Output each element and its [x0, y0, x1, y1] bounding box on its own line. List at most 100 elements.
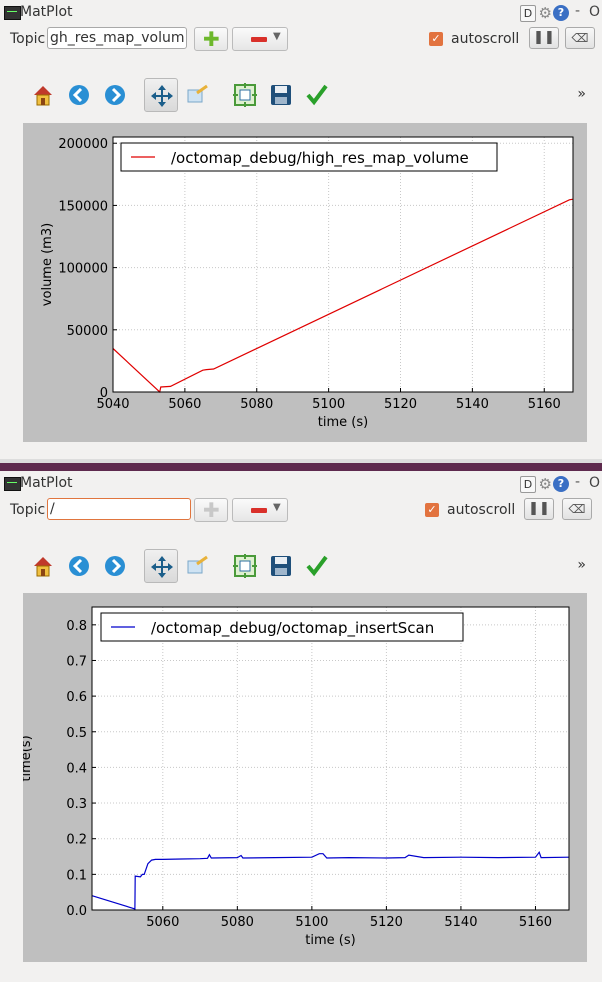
matplotlib-toolbar: » — [0, 76, 602, 116]
legend-box — [120, 142, 498, 172]
help-icon[interactable]: ? — [553, 5, 569, 21]
y-tick-label: 100000 — [58, 262, 108, 277]
minimize-icon[interactable]: - — [574, 3, 580, 19]
home-icon[interactable] — [26, 78, 60, 112]
matplotlib-toolbar: » — [0, 547, 602, 587]
x-tick-label: 5160 — [528, 397, 561, 412]
x-tick-label: 5120 — [384, 397, 417, 412]
back-icon[interactable] — [62, 549, 96, 583]
back-icon[interactable] — [62, 78, 96, 112]
autoscroll-checkbox[interactable]: ✓ — [425, 503, 439, 517]
x-tick-label: 5100 — [312, 397, 345, 412]
panel-title: MatPlot — [20, 475, 73, 491]
x-tick-label: 5060 — [146, 915, 179, 930]
pause-button[interactable]: ❚❚ — [524, 498, 554, 520]
plus-icon: ✚ — [203, 498, 220, 522]
minus-icon — [251, 508, 267, 513]
save-icon[interactable] — [264, 549, 298, 583]
y-tick-label: 50000 — [67, 324, 108, 339]
y-tick-label: 0.7 — [66, 654, 87, 669]
pan-icon[interactable] — [144, 78, 178, 112]
series-line — [91, 851, 570, 910]
x-tick-label: 5100 — [295, 915, 328, 930]
zoom-rect-icon[interactable] — [180, 78, 214, 112]
insertscan-chart: 5060 5080 5100 5120 5140 5160 0.0 0.1 0.2 0.3 0.4 0… — [23, 606, 570, 948]
plus-icon: ✚ — [203, 27, 220, 51]
toolbar-overflow-button[interactable]: » — [577, 86, 586, 102]
forward-icon[interactable] — [98, 78, 132, 112]
topic-input[interactable] — [47, 498, 191, 520]
x-tick-label: 5080 — [221, 915, 254, 930]
matplot-app-icon — [4, 477, 21, 491]
gear-icon[interactable]: ⚙ — [538, 475, 552, 493]
matplot-panel-1: MatPlot D ⚙ ? - O Topic ✚ ▼ ✓ autoscroll… — [0, 0, 602, 459]
pause-button[interactable]: ❚❚ — [529, 27, 559, 49]
plot-axes-frame — [112, 136, 574, 393]
checkmark-icon[interactable] — [300, 549, 334, 583]
topic-label: Topic — [10, 31, 46, 47]
minimize-icon[interactable]: - — [574, 474, 580, 490]
clear-button[interactable]: ⌫ — [562, 498, 592, 520]
x-tick-label: 5160 — [519, 915, 552, 930]
topic-input[interactable] — [47, 27, 187, 49]
volume-chart: 5040 5060 5080 5100 5120 5140 5160 0 50000 100000… — [40, 136, 574, 430]
plot-axes-frame — [91, 606, 570, 911]
panel-titlebar: MatPlot D ⚙ ? - O — [0, 471, 602, 497]
add-topic-button[interactable]: ✚ — [194, 27, 228, 51]
window-divider — [0, 459, 602, 463]
desktop-gap — [0, 459, 602, 471]
y-tick-label: 0.4 — [66, 761, 87, 776]
y-tick-label: 0.1 — [66, 868, 87, 883]
remove-topic-dropdown[interactable]: ▼ — [232, 27, 288, 51]
zoom-rect-icon[interactable] — [180, 549, 214, 583]
y-tick-label: 0.5 — [66, 726, 87, 741]
remove-topic-dropdown[interactable]: ▼ — [232, 498, 288, 522]
x-tick-label: 5040 — [96, 397, 129, 412]
checkmark-icon[interactable] — [300, 78, 334, 112]
series-line — [112, 198, 574, 394]
home-icon[interactable] — [26, 549, 60, 583]
matplot-panel-2: MatPlot D ⚙ ? - O Topic ✚ ▼ ✓ autoscroll… — [0, 471, 602, 982]
y-axis-label: time(s) — [23, 735, 34, 781]
y-tick-label: 0.0 — [66, 904, 87, 919]
add-topic-button[interactable]: ✚ — [194, 498, 228, 522]
x-axis-label: time (s) — [305, 933, 355, 948]
matplot-app-icon — [4, 6, 21, 20]
chevron-down-icon: ▼ — [273, 502, 281, 513]
minus-icon — [251, 37, 267, 42]
y-tick-label: 150000 — [58, 199, 108, 214]
x-tick-label: 5140 — [456, 397, 489, 412]
chevron-down-icon: ▼ — [273, 31, 281, 42]
topic-row: Topic ✚ ▼ ✓ autoscroll ❚❚ ⌫ — [0, 498, 602, 524]
legend-box — [100, 612, 464, 642]
pan-icon[interactable] — [144, 549, 178, 583]
y-tick-label: 0.2 — [66, 833, 87, 848]
close-icon[interactable]: O — [588, 475, 600, 491]
plot-axes-background — [92, 607, 569, 910]
x-axis-label: time (s) — [318, 415, 368, 430]
subplots-icon[interactable] — [228, 549, 262, 583]
toolbar-overflow-button[interactable]: » — [577, 557, 586, 573]
plot-axes-background — [113, 137, 573, 392]
plot-area: 5040 5060 5080 5100 5120 5140 5160 0 50000 100000… — [23, 123, 587, 442]
clear-button[interactable]: ⌫ — [565, 27, 595, 49]
x-tick-label: 5120 — [370, 915, 403, 930]
y-tick-label: 0 — [100, 386, 108, 401]
save-icon[interactable] — [264, 78, 298, 112]
x-tick-label: 5080 — [240, 397, 273, 412]
subplots-icon[interactable] — [228, 78, 262, 112]
y-tick-label: 0.8 — [66, 619, 87, 634]
gear-icon[interactable]: ⚙ — [538, 4, 552, 22]
legend-label: /octomap_debug/octomap_insertScan — [151, 619, 434, 638]
topic-label: Topic — [10, 502, 46, 518]
dock-d-button[interactable]: D — [520, 476, 536, 493]
dock-d-button[interactable]: D — [520, 5, 536, 22]
panel-title: MatPlot — [20, 4, 73, 20]
y-tick-label: 0.3 — [66, 797, 87, 812]
topic-row: Topic ✚ ▼ ✓ autoscroll ❚❚ ⌫ — [0, 27, 602, 53]
help-icon[interactable]: ? — [553, 476, 569, 492]
plot-area: 5060 5080 5100 5120 5140 5160 0.0 0.1 0.2 0.3 0.4 0… — [23, 593, 587, 962]
autoscroll-checkbox[interactable]: ✓ — [429, 32, 443, 46]
forward-icon[interactable] — [98, 549, 132, 583]
close-icon[interactable]: O — [588, 4, 600, 20]
